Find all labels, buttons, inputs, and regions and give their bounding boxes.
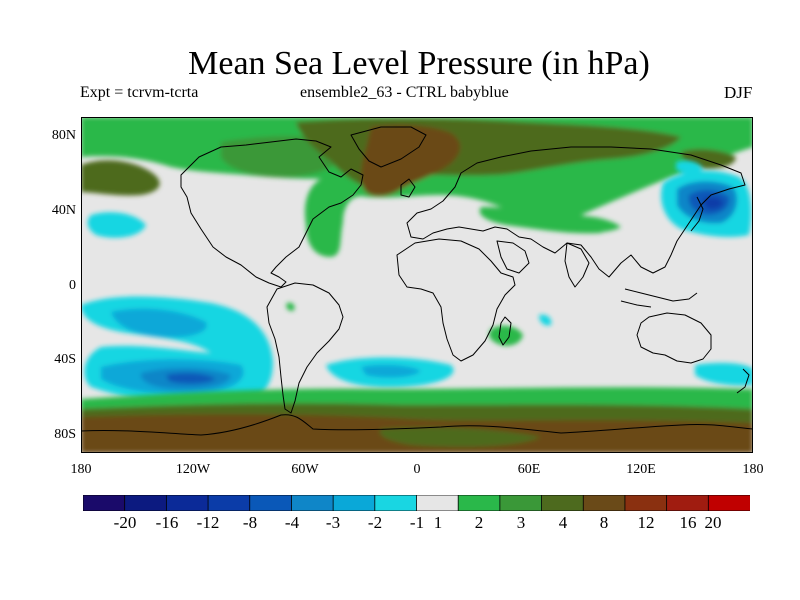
colorbar-label: 12 [637,513,655,532]
colorbar-label: -3 [325,513,341,532]
coastlines [81,126,753,436]
indian-cyan-dot [539,314,552,326]
coastline-africa [396,238,516,362]
colorbar-swatch [707,495,750,511]
northern-positive-anomaly [81,117,753,257]
australia-cyan-patch [695,362,753,386]
south-america-green-dot [286,302,295,311]
colorbar-label: -16 [155,513,179,532]
canada-dark-green [221,136,343,178]
colorbar-swatch [249,495,293,511]
colorbar-swatch [165,495,209,511]
colorbar-label: -4 [284,513,300,532]
colorbar-swatch [207,495,251,511]
colorbar-swatch [416,495,459,511]
coastline-antarctica [81,414,753,436]
colorbar [83,495,750,511]
ensemble-label: ensemble2_63 - CTRL babyblue [300,84,509,101]
colorbar-swatch [624,495,668,511]
colorbar-swatch [541,495,585,511]
coastline-india [564,242,590,288]
colorbar-label: 16 [679,513,697,532]
colorbar-label: 4 [558,513,568,532]
x-tick-label: 180 [70,462,92,477]
x-tick-label: 60E [517,462,541,477]
y-tick-label: 80N [51,128,76,143]
atlantic-low-patch [87,212,146,238]
coastline-north-america [180,138,364,288]
colorbar-label: 3 [516,513,526,532]
season-label: DJF [724,83,753,102]
colorbar-swatch [332,495,376,511]
coastline-arabia [496,240,530,274]
colorbar-label: -1 [409,513,425,532]
antarctic-olive-tongue [379,427,541,447]
coastline-madagascar [498,316,512,346]
coastline-new-zealand [736,368,750,394]
x-tick-label: 0 [413,462,421,477]
y-tick-label: 80S [54,427,76,442]
colorbar-swatch [457,495,501,511]
y-tick-label: 40N [51,203,76,218]
asia-green-patch [561,215,621,233]
colorbar-label: 20 [704,513,722,532]
atlantic-brown-high [361,125,461,197]
colorbar-swatch [124,495,168,511]
colorbar-swatch [83,495,126,511]
coastline-indonesia [620,288,698,308]
colorbar-label: -2 [367,513,383,532]
southern-negative-anomaly [81,296,753,406]
colorbar-label: 8 [599,513,609,532]
south-atlantic-core [361,364,421,378]
colorbar-swatch [582,495,626,511]
colorbar-label: -12 [196,513,220,532]
coastline-australia [636,312,712,364]
y-tick-label: 0 [69,278,76,293]
coastline-greenland [350,126,427,168]
africa-green-patch [488,325,523,346]
south-pacific-center [166,372,216,384]
colorbar-label: 2 [474,513,484,532]
south-pacific-mid-north [111,308,207,338]
coastline-eurasia [406,146,746,278]
northern-negative-anomaly [87,160,752,238]
colorbar-label: -20 [113,513,137,532]
map-title: Mean Sea Level Pressure (in hPa) [188,45,650,82]
x-tick-label: 120E [626,462,656,477]
pacific-olive [81,160,160,196]
y-tick-label: 40S [54,352,76,367]
japan-cyan-patch [676,160,703,174]
map-border [81,117,753,453]
colorbar-swatch [499,495,543,511]
colorbar-swatch [666,495,710,511]
north-pacific-low-center [703,196,723,210]
colorbar-label: 1 [433,513,443,532]
x-tick-label: 120W [175,462,211,477]
coastline-british-isles [400,178,416,198]
pressure-map [81,117,753,453]
coastline-japan [690,196,704,232]
colorbar-swatch [374,495,418,511]
colorbar-swatch [291,495,334,511]
x-tick-label: 180 [742,462,764,477]
experiment-label: Expt = tcrvm-tcrta [80,84,199,101]
colorbar-label: -8 [242,513,258,532]
x-tick-label: 60W [291,462,319,477]
coastline-south-america [266,282,344,414]
